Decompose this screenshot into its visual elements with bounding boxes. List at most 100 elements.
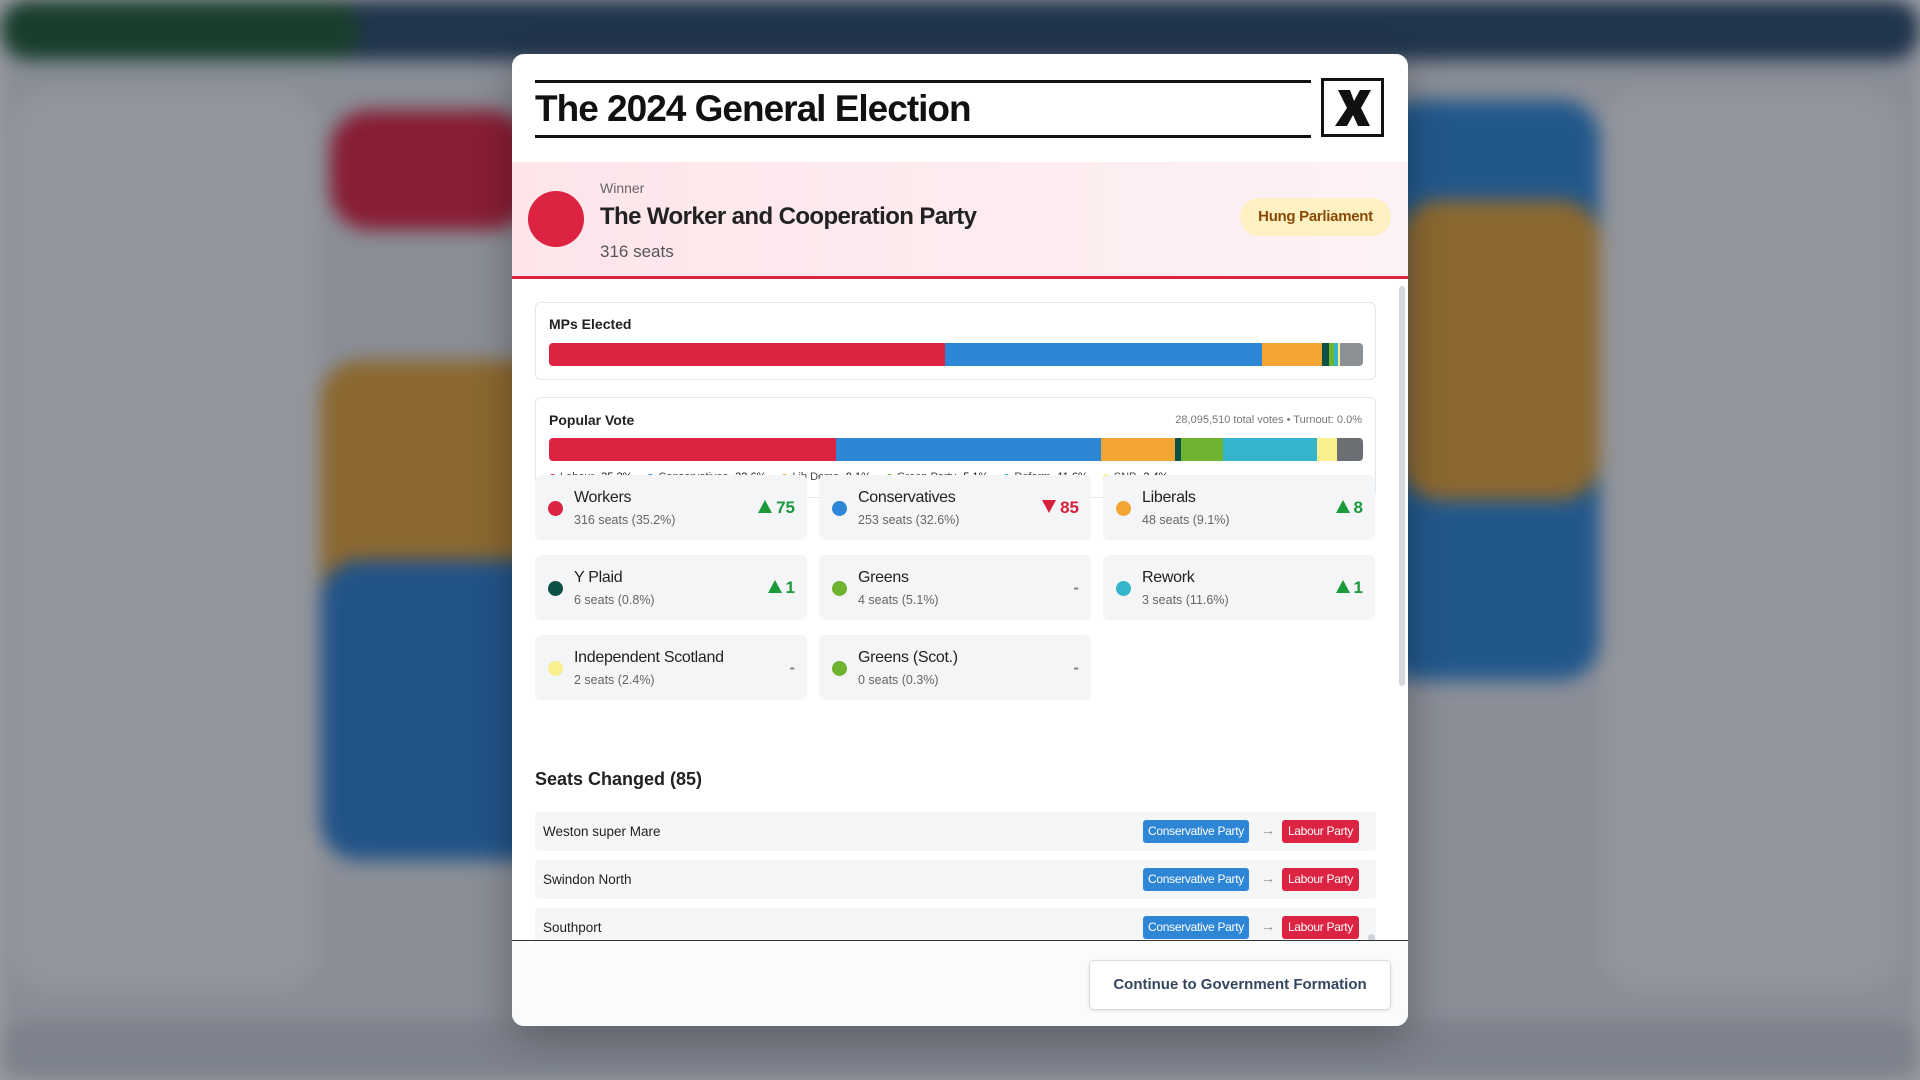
up-arrow [758,500,773,513]
seat-change: - [1073,578,1079,598]
seat-row: Southport Conservative Party → Labour Party [535,908,1376,940]
mps-card: MPs Elected [535,302,1376,380]
party-color [832,661,847,676]
party-card: Rework 3 seats (11.6%) 1 [1103,555,1375,620]
popular-title: Popular Vote [549,412,635,428]
seat-change-value: 85 [1060,498,1079,517]
party-detail: 4 seats (5.1%) [858,593,939,607]
seat-change: - [789,658,795,678]
seat-change: 75 [758,498,795,518]
party-color [548,501,563,516]
from-party: Conservative Party [1143,868,1249,891]
party-name: Conservatives [858,489,956,506]
bar-segment [1329,343,1335,366]
bar-segment [549,438,836,461]
winner-color [528,191,584,247]
party-color [832,501,847,516]
to-party: Labour Party [1282,916,1359,939]
vote-summary: 28,095,510 total votes • Turnout: 0.0% [1175,414,1362,426]
party-detail: 2 seats (2.4%) [574,673,655,687]
party-name: Greens (Scot.) [858,649,958,666]
party-name: Workers [574,489,632,506]
up-arrow [1335,580,1350,593]
result-badge: Hung Parliament [1240,198,1391,236]
party-name: Greens [858,569,909,586]
seat-change-value: 75 [776,498,795,517]
continue-button[interactable]: Continue to Government Formation [1089,960,1391,1010]
bar-segment [1317,438,1337,461]
seat-change-value: 8 [1353,498,1363,517]
seat-name: Southport [543,920,602,935]
bar-segment [1340,343,1363,366]
seat-row: Swindon North Conservative Party → Labour P… [535,860,1376,899]
mps-title: MPs Elected [549,316,632,332]
party-color [1116,581,1131,596]
party-name: Rework [1142,569,1195,586]
bar-segment [1321,343,1330,366]
party-card: Conservatives 253 seats (32.6%) 85 [819,475,1091,540]
party-detail: 0 seats (0.3%) [858,673,939,687]
party-name: Liberals [1142,489,1196,506]
winner-banner: Winner The Worker and Cooperation Party … [512,162,1408,279]
party-card: Workers 316 seats (35.2%) 75 [535,475,807,540]
seat-change: 8 [1335,498,1363,518]
popular-bar [549,438,1363,461]
party-detail: 253 seats (32.6%) [858,513,960,527]
seat-change: 85 [1042,498,1079,518]
party-name: Independent Scotland [574,649,724,666]
seat-change: - [1073,658,1079,678]
to-party: Labour Party [1282,868,1359,891]
winner-party: The Worker and Cooperation Party [600,203,977,230]
party-detail: 6 seats (0.8%) [574,593,655,607]
party-detail: 3 seats (11.6%) [1142,593,1229,607]
party-card: Greens (Scot.) 0 seats (0.3%) - [819,635,1091,700]
seat-change-value: - [789,658,795,677]
close-icon [1335,90,1371,126]
from-party: Conservative Party [1143,820,1249,843]
change-arrow: → [1261,870,1275,886]
bar-segment [1334,343,1338,366]
seat-change-value: - [1073,658,1079,677]
seats-changed-title: Seats Changed (85) [535,769,703,789]
scrollbar [1368,934,1375,940]
seat-name: Weston super Mare [543,824,661,839]
results-scroll[interactable]: MPs Elected Popular Vote 28,095,510 tota… [512,279,1408,940]
change-arrow: → [1261,918,1275,934]
down-arrow [1042,500,1057,513]
winner-seats: 316 seats [600,242,674,261]
party-detail: 316 seats (35.2%) [574,513,676,527]
party-card: Liberals 48 seats (9.1%) 8 [1103,475,1375,540]
party-color [832,581,847,596]
up-arrow [767,580,782,593]
party-name: Y Plaid [574,569,623,586]
bar-segment [1181,438,1223,461]
close-button[interactable] [1321,78,1384,137]
party-color [548,581,563,596]
bar-segment [1337,343,1341,366]
seat-change-value: 1 [785,578,795,597]
party-card: Greens 4 seats (5.1%) - [819,555,1091,620]
bar-segment [1100,438,1175,461]
seat-change: 1 [767,578,795,598]
change-arrow: → [1261,822,1275,838]
bar-segment [944,343,1262,366]
seat-row: Weston super Mare Conservative Party → Labo… [535,812,1376,851]
party-card: Independent Scotland 2 seats (2.4%) - [535,635,807,700]
mps-bar [549,343,1363,366]
bar-segment [1222,438,1318,461]
modal: The 2024 General Election Winner The Wor… [512,54,1408,1026]
from-party: Conservative Party [1143,916,1249,939]
modal-title: The 2024 General Election [535,80,1311,138]
seat-change: 1 [1335,578,1363,598]
winner-label: Winner [600,180,645,196]
party-card: Y Plaid 6 seats (0.8%) 1 [535,555,807,620]
bar-segment [549,343,945,366]
up-arrow [1335,500,1350,513]
party-color [548,661,563,676]
seat-change-value: 1 [1353,578,1363,597]
party-detail: 48 seats (9.1%) [1142,513,1230,527]
seat-name: Swindon North [543,872,632,887]
scrollbar-thumb [1399,286,1405,686]
bar-segment [1174,438,1182,461]
